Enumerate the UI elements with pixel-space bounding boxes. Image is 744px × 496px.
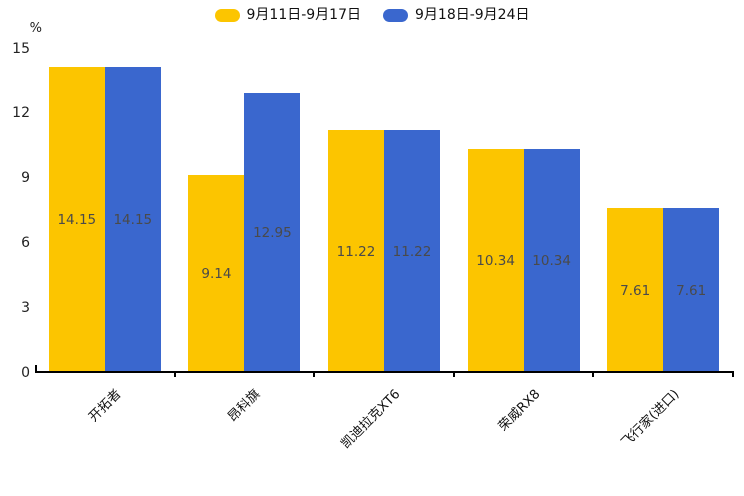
bar-value-label: 10.34 [476,253,515,270]
bar-value-label: 11.22 [336,243,376,260]
x-axis-tick [452,373,455,377]
bar-s1-c4[interactable] [663,208,720,373]
bar-value-label: 14.15 [57,211,97,228]
bar-value-label: 7.61 [676,282,707,299]
legend-swatch-icon [214,8,240,22]
legend-item-label: 9月11日-9月17日 [246,7,362,23]
x-axis-tick [173,373,176,377]
legend-item-series0[interactable]: 9月11日-9月17日 [214,6,362,24]
bar-value-label: 11.22 [392,243,432,260]
bar-s1-c0[interactable] [104,66,161,373]
bar-value-label: 12.95 [253,224,292,241]
bar-value-label: 14.15 [113,211,153,228]
y-axis-stub-tick [35,365,37,371]
x-axis-tick [732,373,734,377]
bar-s0-c1[interactable] [188,175,245,373]
bar-s1-c3[interactable] [523,149,580,373]
x-axis-category-label: 飞行家(进口) [618,386,683,451]
bar-s0-c3[interactable] [467,149,524,373]
y-axis-tick-label: 6 [21,235,30,252]
y-axis-tick-label: 12 [12,105,30,122]
y-axis-tick-label: 15 [12,40,30,57]
bar-s0-c4[interactable] [607,208,664,373]
bar-s0-c2[interactable] [328,130,384,373]
bar-value-label: 10.34 [532,253,571,270]
x-axis-category-label: 荣威RX8 [495,386,544,435]
bar-value-label: 7.61 [620,282,651,299]
legend: 9月11日-9月17日 9月18日-9月24日 [0,6,744,24]
legend-item-series1[interactable]: 9月18日-9月24日 [383,6,530,24]
legend-swatch-icon [383,8,408,22]
bar-s1-c1[interactable] [244,92,301,373]
x-axis-category-label: 凯迪拉克XT6 [338,386,404,452]
x-axis-tick [592,373,595,377]
y-axis-unit-label: % [29,21,42,36]
y-axis-tick-label: 0 [21,365,30,381]
bar-s0-c0[interactable] [48,66,105,373]
legend-item-label: 9月18日-9月24日 [415,7,530,23]
bar-s1-c2[interactable] [384,130,440,373]
x-axis-category-label: 开拓者 [86,386,125,426]
x-axis-tick [313,373,316,377]
x-axis-line [35,371,734,373]
y-axis-tick-label: 3 [21,300,30,317]
x-axis-category-label: 昂科旗 [225,386,264,426]
bar-value-label: 9.14 [201,266,232,283]
y-axis-tick-label: 9 [21,170,30,187]
